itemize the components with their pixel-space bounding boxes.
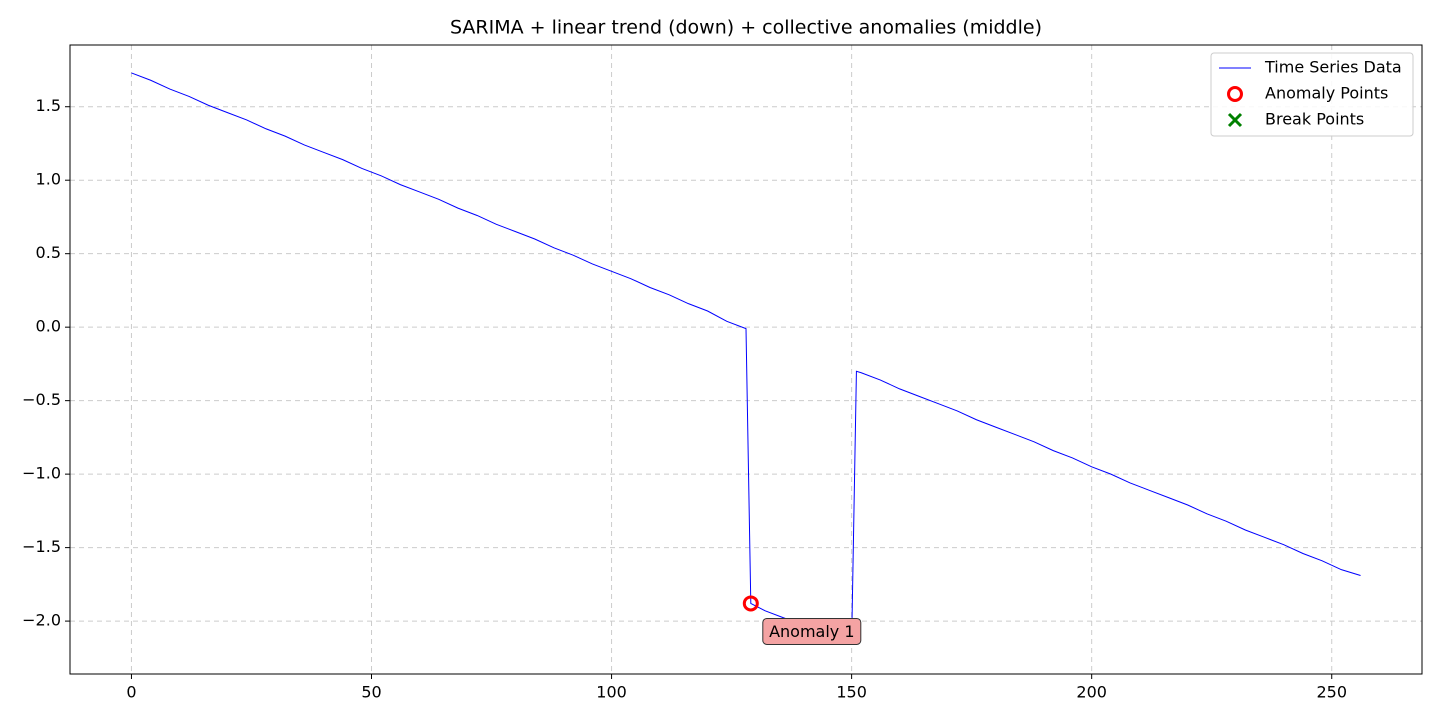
data-line — [131, 72, 1361, 644]
y-tick-label: 0.0 — [36, 317, 61, 336]
x-tick-label: 200 — [1076, 683, 1107, 702]
plot-frame — [69, 44, 1423, 675]
anomaly-point — [742, 595, 759, 612]
legend: Time Series Data Anomaly Points Break Poin… — [1210, 52, 1414, 137]
annotation-box — [762, 617, 862, 645]
y-tick-label: −1.5 — [22, 537, 61, 556]
y-tick-label: 0.5 — [36, 243, 61, 262]
x-tick-label: 250 — [1316, 683, 1347, 702]
chart-title: SARIMA + linear trend (down) + collectiv… — [450, 17, 1042, 39]
y-tick-label: −2.0 — [22, 611, 61, 630]
x-tick-label: 150 — [836, 683, 867, 702]
anomaly-point — [1227, 86, 1243, 102]
legend-label: Break Points — [1265, 110, 1364, 129]
x-tick-label: 0 — [126, 683, 136, 702]
legend-label: Time Series Data — [1264, 58, 1402, 77]
y-tick-label: −0.5 — [22, 390, 61, 409]
legend-frame — [1210, 52, 1414, 137]
annotation: Anomaly 1 — [769, 622, 854, 641]
x-tick-label: 100 — [596, 683, 627, 702]
y-tick-label: 1.0 — [36, 170, 61, 189]
x-tick-label: 50 — [361, 683, 381, 702]
break-point — [1227, 112, 1243, 128]
legend-label: Anomaly Points — [1265, 84, 1388, 103]
y-tick-label: 1.5 — [36, 96, 61, 115]
y-tick-label: −1.0 — [22, 464, 61, 483]
